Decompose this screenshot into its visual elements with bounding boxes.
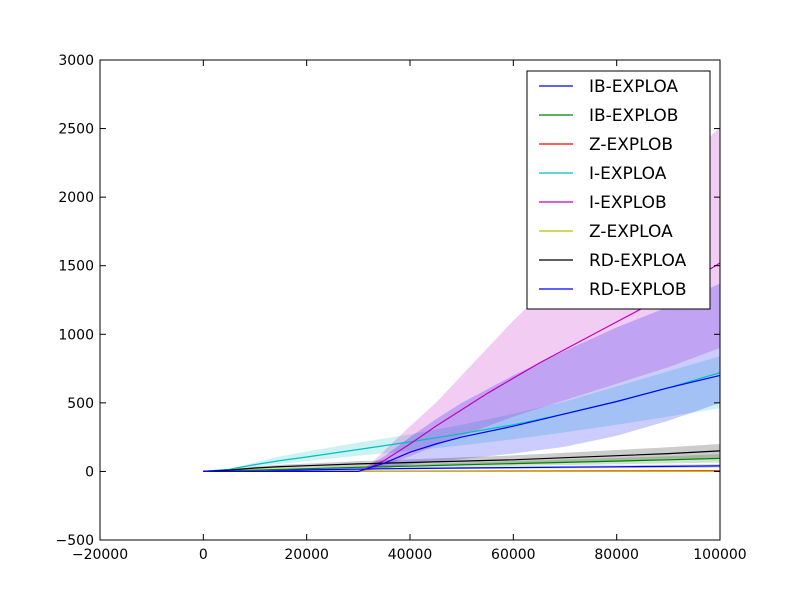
band-rd-explob-7 bbox=[203, 283, 721, 472]
x-tick-label: −20000 bbox=[72, 547, 128, 563]
x-tick-label: 0 bbox=[199, 547, 208, 563]
band-ib-explob-1 bbox=[203, 454, 721, 472]
legend-label-ib-explob-1: IB-EXPLOB bbox=[589, 106, 678, 126]
x-tick-label: 60000 bbox=[491, 547, 536, 563]
y-tick-label: 0 bbox=[85, 464, 94, 480]
y-tick-label: 500 bbox=[67, 396, 94, 412]
series-line-ib-explob-1 bbox=[203, 457, 721, 472]
legend-label-i-exploa-3: I-EXPLOA bbox=[589, 164, 667, 184]
legend-label-z-exploa-5: Z-EXPLOA bbox=[589, 222, 673, 242]
y-tick-label: 1000 bbox=[58, 327, 94, 343]
legend-label-z-explob-2: Z-EXPLOB bbox=[589, 135, 673, 155]
legend: IB-EXPLOA IB-EXPLOB Z-EXPLOB I-EXPLOA I-EXPL… bbox=[526, 70, 711, 310]
y-tick-label: 3000 bbox=[58, 53, 94, 69]
x-tick-label: 100000 bbox=[693, 547, 746, 563]
y-tick-label: 2500 bbox=[58, 122, 94, 138]
legend-label-i-explob-4: I-EXPLOB bbox=[589, 193, 667, 213]
band-i-explob-4 bbox=[203, 127, 721, 472]
series-line-rd-explob-7 bbox=[203, 374, 721, 472]
y-tick-label: 1500 bbox=[58, 259, 94, 275]
x-tick-label: 80000 bbox=[594, 547, 639, 563]
legend-box bbox=[526, 70, 711, 310]
axis-ticks: −20000 0 20000 40000 60000 80000 100000 −500 0 50… bbox=[56, 53, 747, 563]
series-lines bbox=[203, 262, 721, 472]
legend-label-rd-exploa-6: RD-EXPLOA bbox=[589, 251, 687, 271]
y-tick-label: −500 bbox=[56, 533, 94, 549]
legend-label-ib-exploa-0: IB-EXPLOA bbox=[589, 77, 678, 97]
legend-label-rd-explob-7: RD-EXPLOB bbox=[589, 280, 687, 300]
series-line-rd-exploa-6 bbox=[203, 450, 721, 472]
band-i-exploa-3 bbox=[203, 356, 721, 472]
x-tick-label: 40000 bbox=[388, 547, 433, 563]
y-tick-label: 2000 bbox=[58, 190, 94, 206]
x-tick-label: 20000 bbox=[284, 547, 329, 563]
